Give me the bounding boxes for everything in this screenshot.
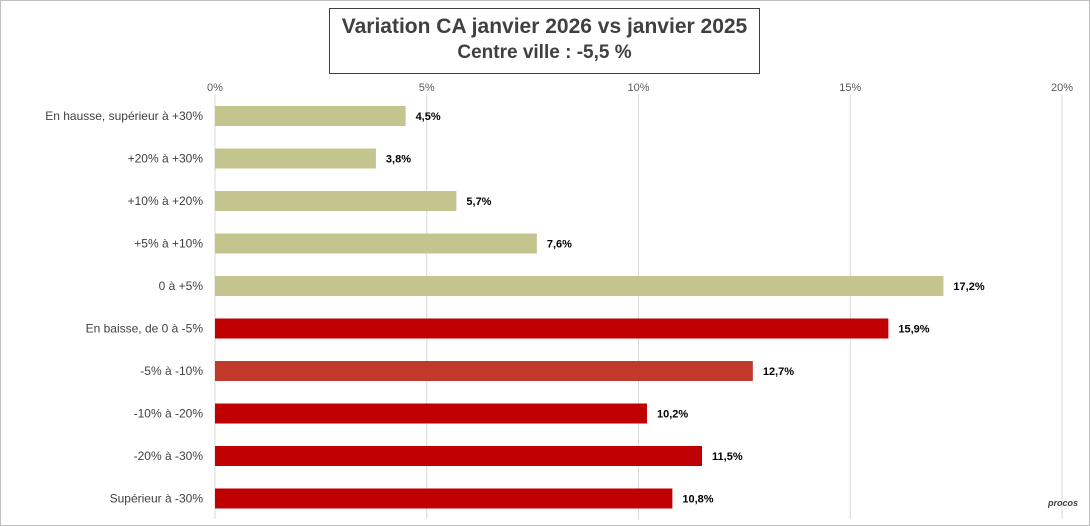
category-label: 0 à +5% xyxy=(159,279,204,293)
bar xyxy=(215,446,703,466)
chart-title-box: Variation CA janvier 2026 vs janvier 202… xyxy=(329,8,760,74)
category-label: Supérieur à -30% xyxy=(110,492,204,506)
x-tick-label: 5% xyxy=(419,82,435,94)
x-tick-label: 0% xyxy=(207,82,223,94)
watermark-logo: procos xyxy=(1047,498,1078,508)
bars xyxy=(215,106,944,509)
data-label: 17,2% xyxy=(953,281,984,293)
data-label: 10,8% xyxy=(682,494,713,506)
bar xyxy=(215,233,537,254)
x-axis-ticks: 0% 5% 10% 15% 20% xyxy=(207,82,1073,94)
data-label: 15,9% xyxy=(898,324,929,336)
bar xyxy=(215,148,376,169)
category-label: +10% à +20% xyxy=(128,194,204,208)
category-label: -10% à -20% xyxy=(134,407,204,421)
chart-title: Variation CA janvier 2026 vs janvier 202… xyxy=(341,15,748,38)
category-label: -5% à -10% xyxy=(140,364,203,378)
data-label: 10,2% xyxy=(657,409,688,421)
data-label: 11,5% xyxy=(712,451,743,463)
category-label: En hausse, supérieur à +30% xyxy=(45,109,203,123)
data-label: 5,7% xyxy=(466,196,491,208)
bar xyxy=(215,276,944,296)
bar xyxy=(215,488,673,509)
bar xyxy=(215,361,753,381)
bar xyxy=(215,403,647,424)
data-label: 4,5% xyxy=(416,111,441,123)
data-label: 3,8% xyxy=(386,154,411,166)
category-labels: En hausse, supérieur à +30% +20% à +30% +1… xyxy=(45,109,203,506)
x-tick-label: 20% xyxy=(1051,82,1073,94)
bar xyxy=(215,191,457,211)
chart-subtitle: Centre ville : -5,5 % xyxy=(457,42,632,63)
bar xyxy=(215,318,889,339)
x-tick-label: 10% xyxy=(627,82,649,94)
data-label: 12,7% xyxy=(763,366,794,378)
category-label: En baisse, de 0 à -5% xyxy=(86,322,204,336)
value-labels: 4,5% 3,8% 5,7% 7,6% 17,2% 15,9% 12,7% 10,2% 11,5… xyxy=(386,111,985,506)
category-label: -20% à -30% xyxy=(134,449,204,463)
bar xyxy=(215,106,406,126)
x-tick-label: 15% xyxy=(839,82,861,94)
category-label: +20% à +30% xyxy=(128,152,204,166)
data-label: 7,6% xyxy=(547,239,572,251)
category-label: +5% à +10% xyxy=(134,237,203,251)
